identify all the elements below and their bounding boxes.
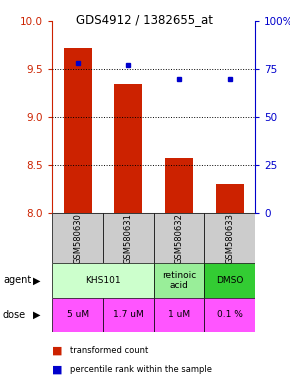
Text: percentile rank within the sample: percentile rank within the sample [70, 365, 212, 374]
Text: ▶: ▶ [33, 310, 41, 320]
Bar [103, 213, 154, 263]
Text: DMSO: DMSO [216, 276, 244, 285]
Bar [216, 184, 244, 213]
Text: dose: dose [3, 310, 26, 320]
Text: KHS101: KHS101 [85, 276, 121, 285]
Bar [52, 298, 103, 332]
Text: agent: agent [3, 275, 31, 285]
Bar [154, 213, 204, 263]
Text: GSM580630: GSM580630 [73, 213, 82, 263]
Bar [204, 263, 255, 298]
Text: GSM580633: GSM580633 [225, 213, 234, 263]
Text: transformed count: transformed count [70, 346, 148, 355]
Bar [114, 84, 142, 213]
Text: GSM580632: GSM580632 [175, 213, 184, 263]
Text: ■: ■ [52, 345, 63, 356]
Text: retinoic
acid: retinoic acid [162, 271, 196, 290]
Text: 5 uM: 5 uM [66, 310, 89, 319]
Bar [64, 48, 92, 213]
Text: 1 uM: 1 uM [168, 310, 190, 319]
Bar [165, 158, 193, 213]
Bar [154, 263, 204, 298]
Text: ■: ■ [52, 364, 63, 375]
Bar [52, 263, 154, 298]
Text: 0.1 %: 0.1 % [217, 310, 243, 319]
Bar [52, 213, 103, 263]
Text: GDS4912 / 1382655_at: GDS4912 / 1382655_at [77, 13, 213, 26]
Text: GSM580631: GSM580631 [124, 213, 133, 263]
Bar [204, 213, 255, 263]
Bar [204, 298, 255, 332]
Text: 1.7 uM: 1.7 uM [113, 310, 144, 319]
Bar [154, 298, 204, 332]
Bar [103, 298, 154, 332]
Text: ▶: ▶ [33, 275, 41, 285]
